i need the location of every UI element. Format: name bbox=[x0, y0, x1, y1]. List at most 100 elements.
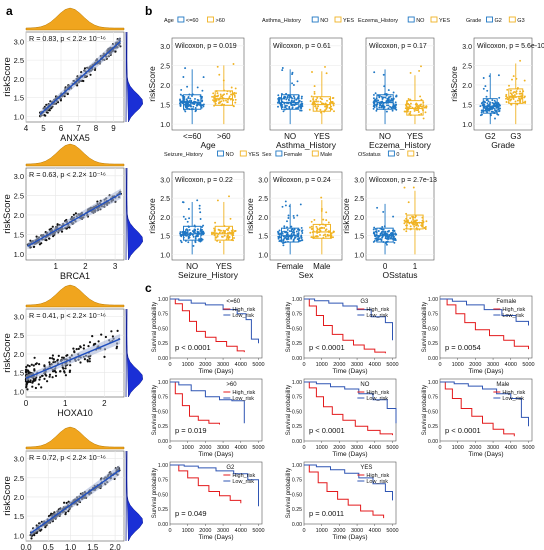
x-axis-label: HOXA10 bbox=[57, 408, 93, 418]
jitter-point bbox=[184, 234, 187, 237]
box bbox=[508, 88, 524, 104]
jitter-point bbox=[235, 92, 237, 95]
y-tick-label: 3.0 bbox=[14, 312, 24, 321]
legend-entry: Low_risk bbox=[232, 479, 254, 485]
jitter-point bbox=[290, 104, 293, 107]
jitter-point bbox=[415, 105, 418, 108]
jitter-point bbox=[319, 233, 321, 236]
jitter-point bbox=[515, 92, 518, 95]
x-tick-label: 1000 bbox=[182, 362, 194, 368]
jitter-point bbox=[409, 98, 412, 101]
jitter-point bbox=[381, 100, 384, 103]
x-tick-label: 0 bbox=[438, 445, 441, 451]
jitter-point bbox=[286, 96, 289, 99]
x-tick-label: 2 bbox=[102, 399, 107, 408]
boxplot-panel-Age: Age <=60 >601.01.52.02.53.0 Wilcoxon, p = 0… bbox=[147, 16, 245, 150]
scatter-point bbox=[26, 388, 29, 391]
box bbox=[281, 227, 300, 243]
wilcoxon-annotation: Wilcoxon, p = 5.6e-10 bbox=[477, 43, 544, 50]
x-tick-label: 4000 bbox=[505, 445, 517, 451]
jitter-point bbox=[281, 69, 284, 72]
scatter-point bbox=[31, 385, 34, 388]
jitter-point bbox=[381, 236, 384, 239]
legend-entry: Male bbox=[320, 152, 332, 158]
top-density bbox=[25, 284, 125, 308]
jitter-point bbox=[382, 106, 385, 109]
y-axis-label: riskScore bbox=[2, 476, 13, 516]
x-tick-label: 1000 bbox=[316, 445, 328, 451]
jitter-point bbox=[325, 228, 328, 231]
legend-entry: High_risk bbox=[232, 473, 255, 479]
jitter-point bbox=[424, 106, 427, 109]
legend-entry: <=60 bbox=[186, 18, 199, 24]
jitter-point bbox=[421, 225, 424, 228]
jitter-point bbox=[188, 100, 191, 102]
jitter-point bbox=[292, 233, 295, 236]
scatter-point bbox=[91, 335, 94, 338]
x-tick-label: 2000 bbox=[333, 362, 345, 368]
jitter-point bbox=[387, 104, 390, 107]
subset-label: <=60 bbox=[226, 299, 240, 305]
x-axis-label: OSstatus bbox=[383, 270, 418, 280]
jitter-point bbox=[322, 218, 325, 221]
jitter-point bbox=[225, 92, 228, 95]
scatter-point bbox=[38, 363, 41, 366]
jitter-point bbox=[186, 85, 189, 88]
jitter-point bbox=[514, 100, 517, 103]
charts-layer: 4 5 6 7 8 9 1.0 1.5 2.0 2.5 3.0 R = 0.83, p < 2.2× … bbox=[2, 7, 544, 550]
scatter-point bbox=[93, 343, 96, 346]
box bbox=[376, 227, 394, 243]
y-tick-label: 0.75 bbox=[158, 312, 168, 318]
scatter-point bbox=[86, 360, 89, 363]
x-tick-label: 2000 bbox=[469, 362, 481, 368]
jitter-point bbox=[296, 103, 298, 106]
x-tick-label: 5000 bbox=[252, 528, 264, 534]
scatter-point bbox=[48, 375, 51, 378]
jitter-point bbox=[505, 93, 508, 96]
jitter-point bbox=[516, 99, 519, 102]
y-tick-label: 1.0 bbox=[14, 387, 24, 396]
jitter-point bbox=[310, 95, 313, 98]
jitter-point bbox=[279, 239, 282, 242]
y-tick-label: 2.0 bbox=[14, 493, 24, 502]
jitter-point bbox=[299, 109, 302, 112]
jitter-point bbox=[319, 227, 322, 230]
jitter-point bbox=[373, 240, 376, 242]
jitter-point bbox=[375, 109, 378, 112]
scatter-point bbox=[60, 230, 64, 233]
x-tick-label: NO bbox=[379, 132, 391, 141]
scatter-point bbox=[66, 354, 69, 357]
jitter-point bbox=[372, 107, 375, 110]
jitter-point bbox=[286, 220, 288, 223]
y-tick-label: 0.25 bbox=[158, 507, 168, 513]
x-tick-label: 3000 bbox=[217, 362, 229, 368]
jitter-point bbox=[294, 236, 297, 239]
jitter-point bbox=[524, 100, 527, 103]
jitter-point bbox=[226, 101, 229, 104]
jitter-point bbox=[212, 99, 215, 102]
box bbox=[281, 94, 300, 110]
y-tick-label: 0.50 bbox=[292, 409, 302, 415]
legend-entry: YES bbox=[343, 18, 354, 24]
wilcoxon-annotation: Wilcoxon, p = 0.22 bbox=[175, 177, 233, 184]
x-tick-label: YES bbox=[216, 262, 232, 271]
legend-entry: High_risk bbox=[502, 307, 525, 313]
jitter-point bbox=[409, 71, 412, 74]
x-tick-label: 4000 bbox=[235, 528, 247, 534]
jitter-point bbox=[409, 225, 412, 228]
jitter-point bbox=[213, 100, 216, 103]
x-tick-label: 3000 bbox=[217, 445, 229, 451]
y-tick-label: 0.25 bbox=[428, 341, 438, 347]
jitter-point bbox=[290, 99, 293, 102]
jitter-point bbox=[215, 99, 218, 101]
plot-frame bbox=[303, 461, 397, 525]
x-tick-label: 1000 bbox=[182, 445, 194, 451]
jitter-point bbox=[392, 215, 395, 218]
jitter-point bbox=[188, 235, 190, 238]
jitter-point bbox=[332, 104, 335, 107]
x-tick-label: <=60 bbox=[183, 132, 202, 141]
jitter-point bbox=[393, 241, 396, 244]
jitter-point bbox=[382, 230, 385, 233]
